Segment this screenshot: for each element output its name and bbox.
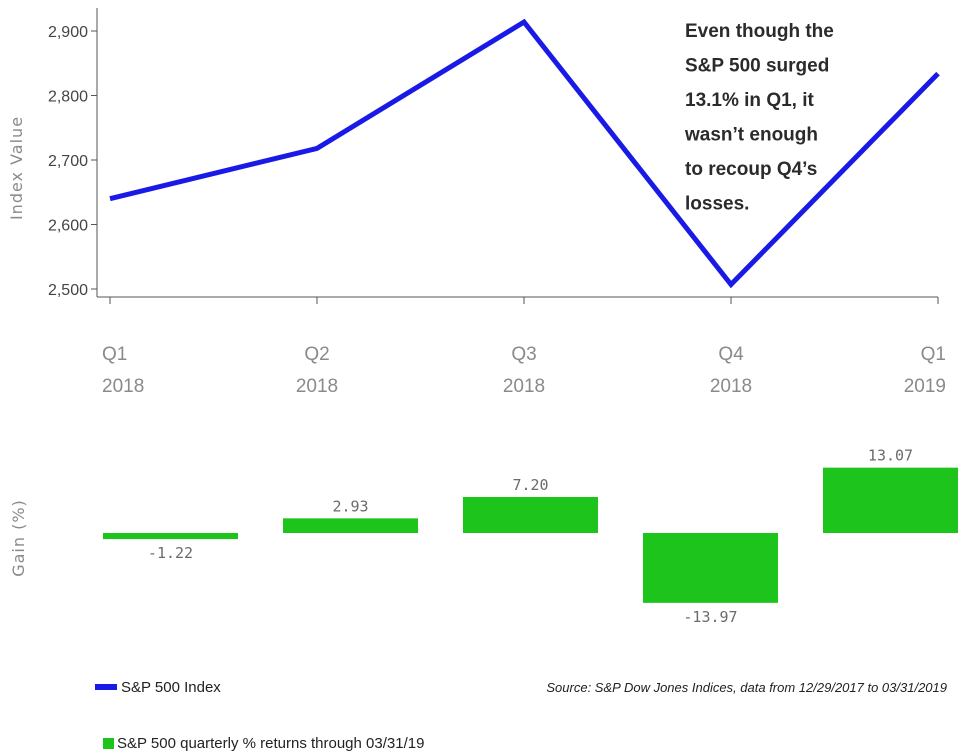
- bar-value-label: 13.07: [868, 447, 913, 465]
- annotation-line: 13.1% in Q1, it: [685, 90, 814, 111]
- legend-label-bar: S&P 500 quarterly % returns through 03/3…: [117, 735, 424, 752]
- y-tick-label: 2,900: [48, 24, 88, 41]
- y-axis-title-gain: Gain (%): [9, 499, 28, 577]
- legend-label-line: S&P 500 Index: [121, 679, 221, 696]
- y-axis-title-index: Index Value: [7, 116, 26, 220]
- x-ticks: Q1 2018 Q2 2018 Q3 2018 Q4 2018 Q1 2019: [102, 297, 946, 397]
- y-tick-label: 2,500: [48, 282, 88, 299]
- y-tick-label: 2,600: [48, 218, 88, 235]
- bar: [283, 518, 418, 533]
- legend-marker-line: [95, 684, 117, 690]
- bar: [463, 497, 598, 533]
- annotation-line: Even though the: [685, 21, 834, 42]
- source-note: Source: S&P Dow Jones Indices, data from…: [546, 680, 947, 695]
- legend-item-line: S&P 500 Index: [95, 679, 221, 696]
- x-tick-label-quarter: Q1: [102, 344, 127, 365]
- bar-value-label: -13.97: [683, 608, 737, 626]
- x-tick-label-quarter: Q1: [921, 344, 946, 365]
- x-tick-label-year: 2018: [503, 376, 545, 397]
- x-tick-label-year: 2018: [102, 376, 144, 397]
- x-tick-label-year: 2019: [904, 376, 946, 397]
- legend-marker-bar: [103, 738, 114, 749]
- bars: -1.22 2.93 7.20 -13.97 13.07: [103, 447, 958, 626]
- line-series-sp500-index: [109, 18, 940, 289]
- annotation-line: wasn’t enough: [684, 125, 818, 146]
- y-tick-label: 2,800: [48, 89, 88, 106]
- bar: [823, 467, 958, 533]
- bar-value-label: 7.20: [512, 476, 548, 494]
- annotation: Even though the S&P 500 surged 13.1% in Q1…: [684, 21, 834, 215]
- x-tick-label-quarter: Q2: [304, 344, 329, 365]
- x-tick-label-year: 2018: [296, 376, 338, 397]
- x-tick-label-year: 2018: [710, 376, 752, 397]
- bar: [643, 533, 778, 603]
- legend-item-bar: S&P 500 quarterly % returns through 03/3…: [103, 735, 424, 752]
- legend: S&P 500 Index S&P 500 quarterly % return…: [95, 679, 424, 752]
- bar-value-label: 2.93: [332, 497, 368, 515]
- annotation-line: losses.: [685, 194, 749, 215]
- line-chart: Index Value 2,500 2,600 2,700 2,800 2,900 Q1…: [7, 8, 946, 397]
- y-ticks: 2,500 2,600 2,700 2,800 2,900: [48, 24, 97, 299]
- x-tick-label-quarter: Q3: [511, 344, 536, 365]
- bar-chart: Gain (%) -1.22 2.93 7.20 -13.97 13.07: [9, 447, 958, 626]
- annotation-line: to recoup Q4’s: [685, 159, 817, 180]
- bar: [103, 533, 238, 540]
- annotation-line: S&P 500 surged: [685, 56, 829, 77]
- y-tick-label: 2,700: [48, 153, 88, 170]
- x-tick-label-quarter: Q4: [718, 344, 744, 365]
- bar-value-label: -1.22: [148, 544, 193, 562]
